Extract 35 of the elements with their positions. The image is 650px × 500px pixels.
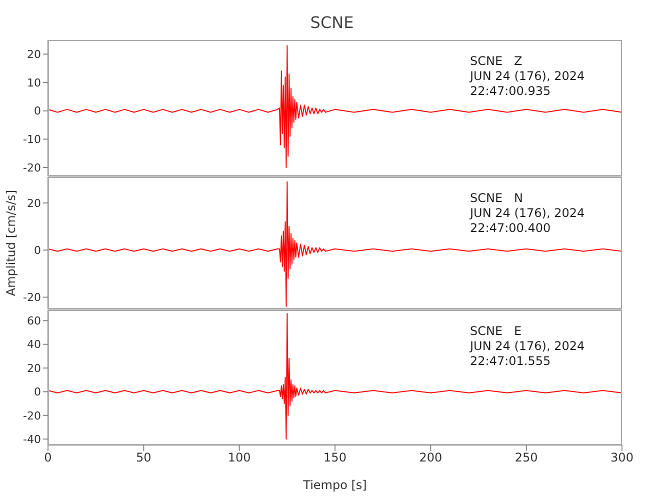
x-tick-label: 300 xyxy=(610,450,634,465)
y-tick-label: 0 xyxy=(34,386,41,399)
y-tick-label: -20 xyxy=(23,409,41,422)
y-tick-label: 20 xyxy=(27,48,41,62)
annotation: SCNE N xyxy=(470,191,524,206)
annotation: JUN 24 (176), 2024 xyxy=(470,339,585,354)
annotation: JUN 24 (176), 2024 xyxy=(470,69,585,84)
annotation: 22:47:00.935 xyxy=(470,84,552,99)
x-axis-title: Tiempo [s] xyxy=(302,478,367,492)
annotation: 22:47:01.555 xyxy=(470,354,552,369)
y-tick-label: 0 xyxy=(34,104,41,118)
line-series xyxy=(48,313,622,440)
y-tick-label: -40 xyxy=(23,432,41,446)
y-tick-label: 20 xyxy=(27,362,41,375)
y-axis-title: Amplitud [cm/s/s] xyxy=(4,190,18,296)
y-tick-label: -20 xyxy=(23,161,41,174)
y-tick-label: -20 xyxy=(23,291,41,304)
x-tick-label: 200 xyxy=(419,450,442,465)
annotation: 22:47:00.400 xyxy=(470,221,552,236)
x-tick-label: 100 xyxy=(228,450,251,465)
x-tick-label: 0 xyxy=(44,450,52,465)
y-tick-label: 60 xyxy=(27,314,41,328)
annotation: SCNE Z xyxy=(470,54,524,69)
x-tick-label: 150 xyxy=(324,450,346,465)
x-tick-label: 250 xyxy=(514,450,538,465)
y-tick-label: 40 xyxy=(27,338,41,352)
y-tick-label: 20 xyxy=(27,196,41,210)
x-tick-label: 50 xyxy=(136,450,152,465)
y-tick-label: 10 xyxy=(27,76,41,90)
line-series xyxy=(48,45,622,168)
annotation: JUN 24 (176), 2024 xyxy=(470,206,585,221)
y-tick-label: 0 xyxy=(34,244,41,257)
annotation: SCNE E xyxy=(470,324,523,339)
y-tick-label: -10 xyxy=(23,133,41,146)
chart-title: SCNE xyxy=(310,13,354,32)
